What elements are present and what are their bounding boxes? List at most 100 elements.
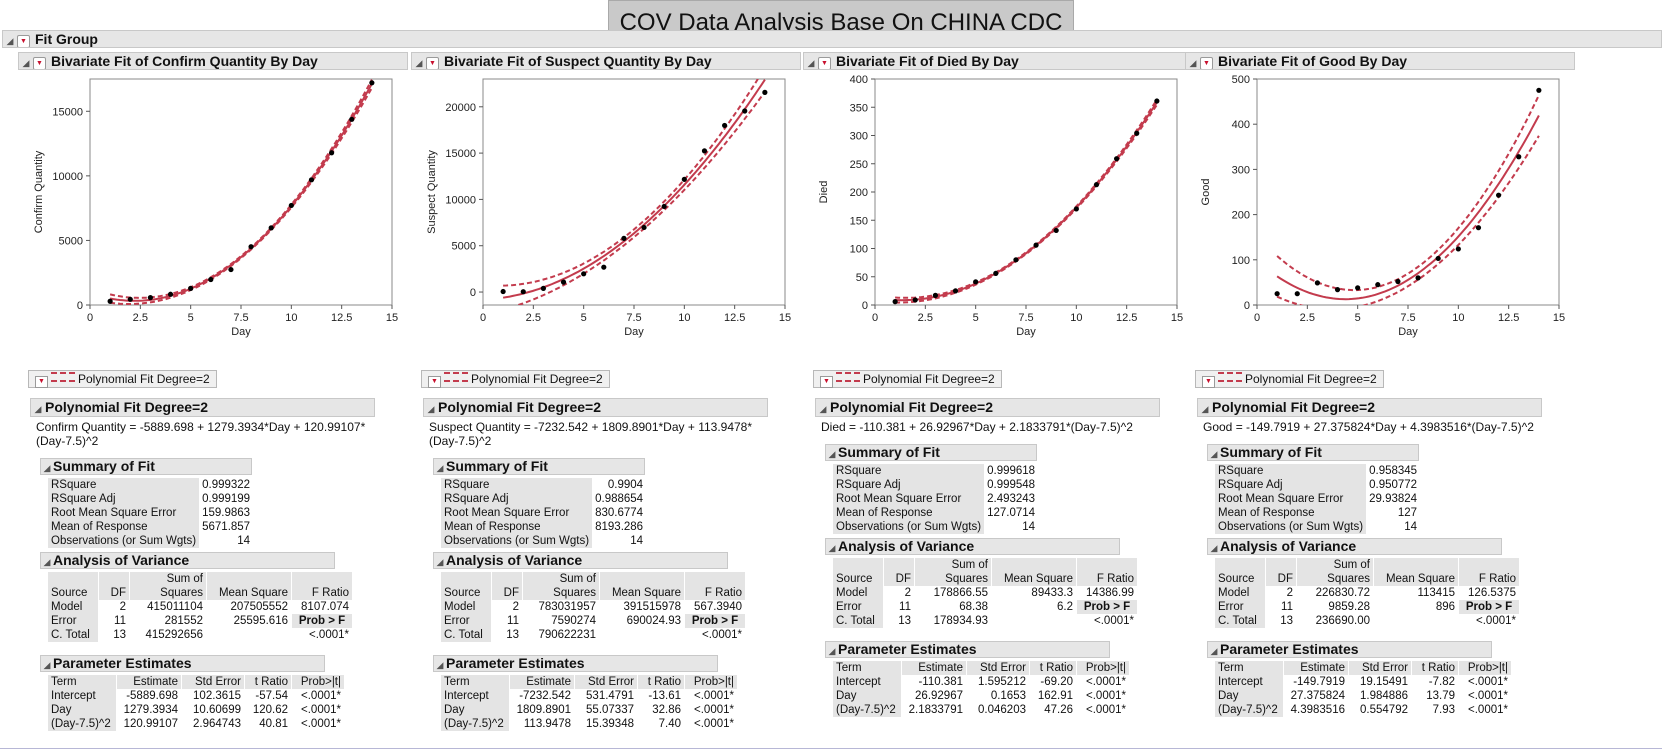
data-point[interactable] bbox=[681, 176, 687, 182]
column-header[interactable]: Term bbox=[833, 661, 902, 675]
data-point[interactable] bbox=[520, 289, 526, 295]
red-triangle-menu-icon[interactable]: ▼ bbox=[17, 35, 30, 47]
polynomial-fit-legend-button[interactable]: ▼ Polynomial Fit Degree=2 bbox=[1195, 370, 1384, 388]
column-header[interactable]: Sum of Squares bbox=[1296, 558, 1374, 586]
data-point[interactable] bbox=[722, 122, 728, 129]
data-point[interactable] bbox=[932, 292, 938, 298]
data-point[interactable] bbox=[1375, 282, 1381, 288]
polynomial-fit-header[interactable]: ◢ Polynomial Fit Degree=2 bbox=[1197, 398, 1542, 417]
data-point[interactable] bbox=[641, 224, 647, 231]
data-point[interactable] bbox=[208, 276, 214, 283]
data-point[interactable] bbox=[1475, 225, 1482, 231]
collapse-triangle-icon[interactable]: ◢ bbox=[828, 543, 836, 553]
column-header[interactable]: Mean Square bbox=[206, 572, 292, 600]
red-triangle-menu-icon[interactable]: ▼ bbox=[35, 376, 48, 388]
data-point[interactable] bbox=[349, 116, 355, 122]
data-point[interactable] bbox=[1355, 285, 1361, 291]
polynomial-fit-header[interactable]: ◢ Polynomial Fit Degree=2 bbox=[423, 398, 768, 417]
column-header[interactable]: F Ratio bbox=[684, 572, 746, 600]
data-point[interactable] bbox=[1395, 278, 1401, 285]
column-header[interactable]: t Ratio bbox=[1411, 661, 1459, 675]
collapse-triangle-icon[interactable]: ◢ bbox=[1210, 543, 1218, 553]
polynomial-fit-legend-button[interactable]: ▼ Polynomial Fit Degree=2 bbox=[28, 370, 217, 388]
column-header[interactable]: Estimate bbox=[901, 661, 967, 675]
collapse-triangle-icon[interactable]: ◢ bbox=[34, 404, 42, 414]
data-point[interactable] bbox=[329, 150, 335, 156]
data-point[interactable] bbox=[1536, 87, 1542, 93]
data-point[interactable] bbox=[1073, 206, 1079, 212]
red-triangle-menu-icon[interactable]: ▼ bbox=[820, 376, 833, 388]
parameter-estimates-header[interactable]: ◢ Parameter Estimates bbox=[40, 655, 325, 672]
analysis-of-variance-header[interactable]: ◢ Analysis of Variance bbox=[433, 552, 728, 569]
column-header[interactable]: Std Error bbox=[966, 661, 1030, 675]
column-header[interactable]: DF bbox=[883, 558, 915, 586]
data-point[interactable] bbox=[973, 279, 979, 285]
data-point[interactable] bbox=[762, 89, 768, 95]
collapse-triangle-icon[interactable]: ◢ bbox=[436, 463, 444, 473]
column-header[interactable]: Source bbox=[441, 572, 492, 600]
data-point[interactable] bbox=[1013, 257, 1019, 263]
data-point[interactable] bbox=[1294, 291, 1300, 297]
data-point[interactable] bbox=[288, 202, 294, 209]
data-point[interactable] bbox=[1134, 130, 1140, 136]
data-point[interactable] bbox=[268, 225, 274, 231]
data-point[interactable] bbox=[952, 288, 959, 294]
column-header[interactable]: Std Error bbox=[181, 675, 245, 689]
data-point[interactable] bbox=[540, 285, 546, 291]
polynomial-fit-legend-button[interactable]: ▼ Polynomial Fit Degree=2 bbox=[421, 370, 610, 388]
data-point[interactable] bbox=[1415, 275, 1421, 281]
column-header[interactable]: Estimate bbox=[116, 675, 182, 689]
column-header[interactable]: Term bbox=[1215, 661, 1284, 675]
data-point[interactable] bbox=[188, 285, 194, 291]
data-point[interactable] bbox=[601, 264, 607, 270]
data-point[interactable] bbox=[127, 296, 133, 302]
collapse-triangle-icon[interactable]: ◢ bbox=[43, 557, 51, 567]
column-header[interactable]: DF bbox=[491, 572, 523, 600]
collapse-triangle-icon[interactable]: ◢ bbox=[828, 449, 836, 459]
column-header[interactable]: Estimate bbox=[1283, 661, 1349, 675]
parameter-estimates-header[interactable]: ◢ Parameter Estimates bbox=[433, 655, 718, 672]
data-point[interactable] bbox=[1053, 227, 1059, 234]
column-header[interactable]: Std Error bbox=[1348, 661, 1412, 675]
summary-of-fit-header[interactable]: ◢ Summary of Fit bbox=[1207, 444, 1419, 461]
data-point[interactable] bbox=[500, 288, 506, 295]
collapse-triangle-icon[interactable]: ◢ bbox=[1201, 404, 1209, 414]
bivariate-header[interactable]: ◢ ▼ Bivariate Fit of Good By Day bbox=[1185, 52, 1575, 70]
column-header[interactable]: Term bbox=[441, 675, 510, 689]
bivariate-header[interactable]: ◢ ▼ Bivariate Fit of Suspect Quantity By D… bbox=[411, 52, 801, 70]
polynomial-fit-header[interactable]: ◢ Polynomial Fit Degree=2 bbox=[30, 398, 375, 417]
collapse-triangle-icon[interactable]: ◢ bbox=[819, 404, 827, 414]
red-triangle-menu-icon[interactable]: ▼ bbox=[33, 57, 46, 69]
parameter-estimates-header[interactable]: ◢ Parameter Estimates bbox=[825, 641, 1110, 658]
data-point[interactable] bbox=[167, 291, 174, 297]
collapse-triangle-icon[interactable]: ◢ bbox=[807, 58, 815, 68]
summary-of-fit-header[interactable]: ◢ Summary of Fit bbox=[40, 458, 252, 475]
data-point[interactable] bbox=[661, 203, 667, 210]
data-point[interactable] bbox=[369, 80, 375, 86]
red-triangle-menu-icon[interactable]: ▼ bbox=[1200, 57, 1213, 69]
column-header[interactable]: t Ratio bbox=[244, 675, 292, 689]
red-triangle-menu-icon[interactable]: ▼ bbox=[428, 376, 441, 388]
column-header[interactable]: Prob>|t| bbox=[1076, 661, 1130, 675]
data-point[interactable] bbox=[993, 270, 999, 276]
collapse-triangle-icon[interactable]: ◢ bbox=[43, 463, 51, 473]
data-point[interactable] bbox=[560, 279, 567, 285]
collapse-triangle-icon[interactable]: ◢ bbox=[43, 660, 51, 670]
data-point[interactable] bbox=[1334, 287, 1341, 293]
data-point[interactable] bbox=[1093, 182, 1100, 188]
column-header[interactable]: Sum of Squares bbox=[129, 572, 207, 600]
data-point[interactable] bbox=[1435, 255, 1441, 262]
data-point[interactable] bbox=[1033, 242, 1039, 248]
column-header[interactable]: Mean Square bbox=[1373, 558, 1459, 586]
data-point[interactable] bbox=[1274, 291, 1280, 297]
red-triangle-menu-icon[interactable]: ▼ bbox=[818, 57, 831, 69]
data-point[interactable] bbox=[228, 266, 234, 273]
data-point[interactable] bbox=[1154, 98, 1160, 104]
column-header[interactable]: Mean Square bbox=[599, 572, 685, 600]
data-point[interactable] bbox=[1516, 154, 1522, 160]
collapse-triangle-icon[interactable]: ◢ bbox=[1189, 58, 1197, 68]
data-point[interactable] bbox=[107, 298, 113, 304]
analysis-of-variance-header[interactable]: ◢ Analysis of Variance bbox=[1207, 538, 1502, 555]
column-header[interactable]: Source bbox=[1215, 558, 1266, 586]
summary-of-fit-header[interactable]: ◢ Summary of Fit bbox=[433, 458, 645, 475]
